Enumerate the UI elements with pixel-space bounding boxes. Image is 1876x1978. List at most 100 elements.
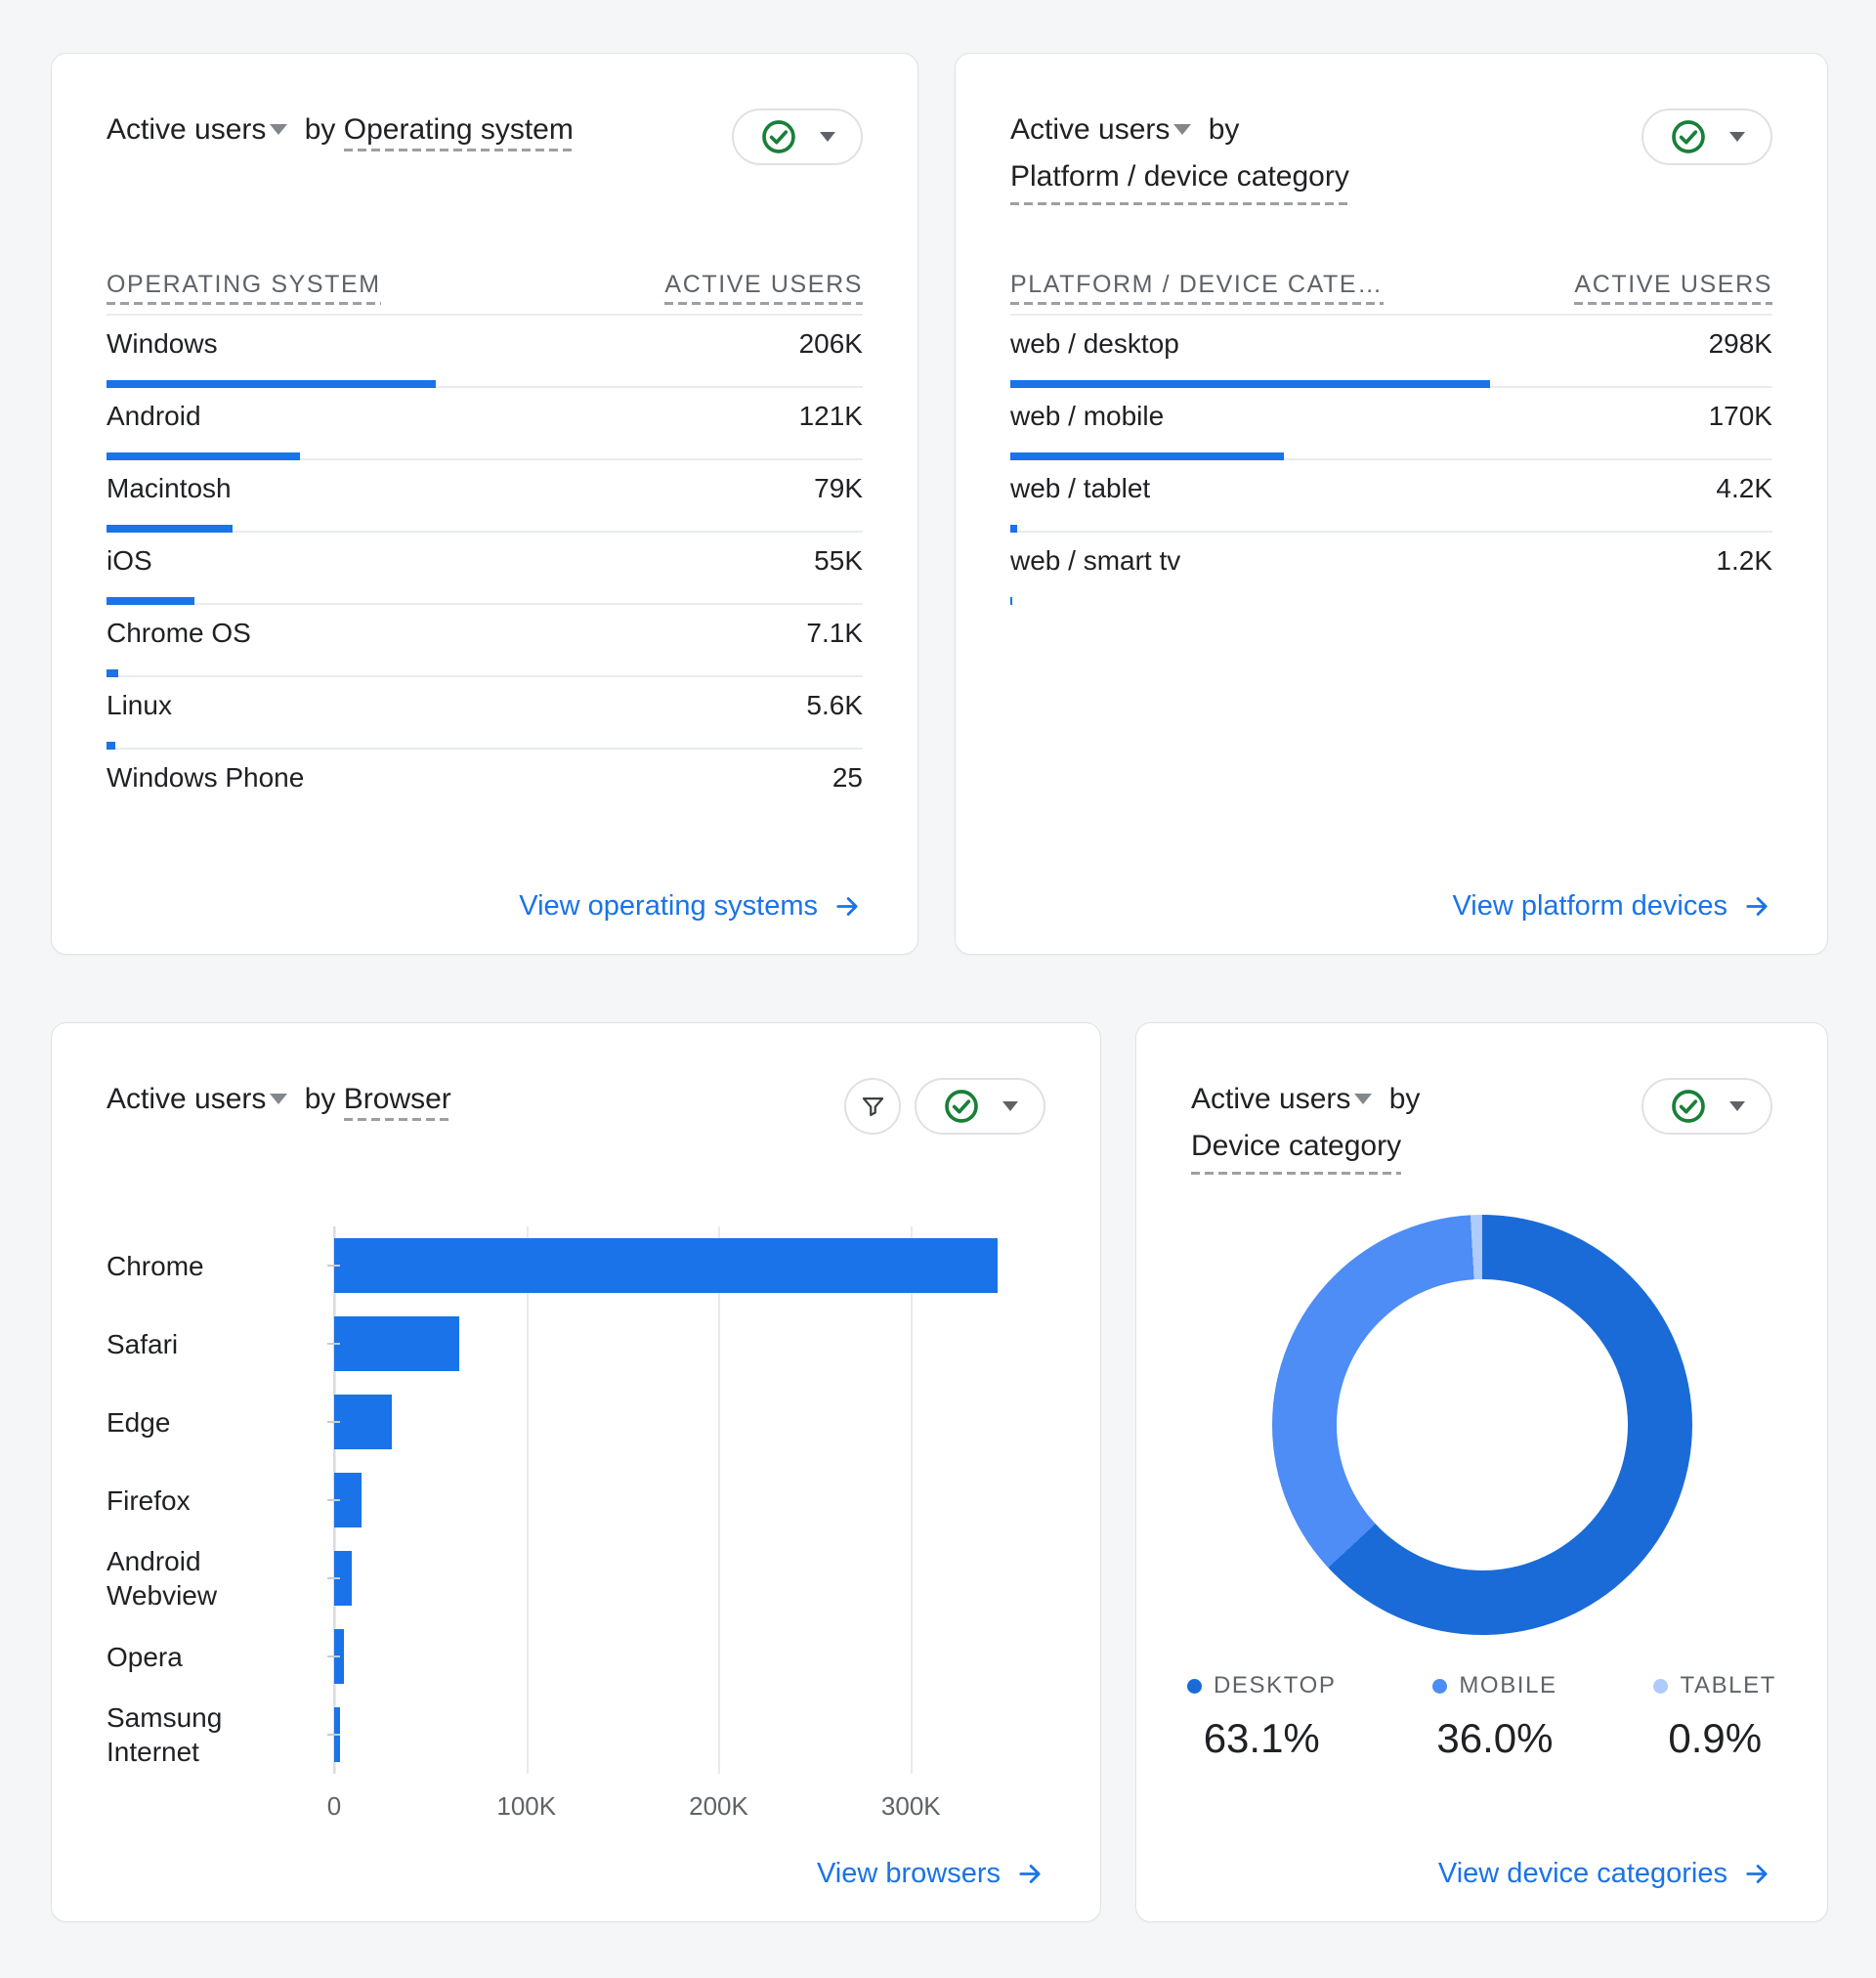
view-operating-systems-link[interactable]: View operating systems: [519, 890, 863, 923]
row-bar-android: [107, 452, 300, 460]
table-row: web / tablet 4.2K: [1010, 460, 1772, 533]
table-row-line: Windows Phone 25: [107, 750, 863, 794]
table-row: iOS 55K: [107, 533, 863, 605]
row-value: 79K: [814, 473, 863, 503]
table-row: web / mobile 170K: [1010, 388, 1772, 460]
donut-legend: DESKTOP 63.1% MOBILE 36.0% TABLET 0.9%: [1187, 1672, 1776, 1762]
gridline-200K: [718, 1226, 721, 1774]
table-row-line: Android 121K: [107, 388, 863, 432]
metric-selector[interactable]: Active users: [1191, 1083, 1381, 1115]
axis-tick: [327, 1265, 340, 1267]
card-header: Active users by Browser: [52, 1023, 1100, 1135]
row-value: 5.6K: [806, 690, 863, 720]
column-header-dimension: PLATFORM / DEVICE CATE…: [1010, 271, 1384, 305]
card-title: Active users by Browser: [107, 1076, 451, 1122]
row-label: web / tablet: [1010, 473, 1151, 503]
view-browsers-link[interactable]: View browsers: [817, 1858, 1045, 1890]
table-row-line: web / tablet 4.2K: [1010, 460, 1772, 504]
category-label-opera: Opera: [107, 1641, 183, 1672]
gridline-300K: [911, 1226, 914, 1774]
link-label: View browsers: [816, 1858, 1001, 1889]
card-title: Active users by Operating system: [107, 107, 574, 152]
check-circle-icon: [1672, 120, 1705, 153]
row-label: web / mobile: [1010, 401, 1165, 431]
bar-android-webview: [334, 1551, 352, 1606]
metric-selector[interactable]: Active users: [1010, 113, 1200, 146]
card-active-users-by-device-category: Active users by Device category DESKTOP 6…: [1135, 1022, 1828, 1922]
row-bar-linux: [107, 742, 116, 750]
card-actions: [1642, 1078, 1772, 1135]
arrow-forward-icon: [1746, 897, 1768, 916]
title-by: by: [304, 113, 336, 146]
row-value: 170K: [1708, 401, 1772, 431]
category-label-samsung-internet: Samsung Internet: [107, 1702, 223, 1767]
row-label: Macintosh: [107, 473, 232, 503]
x-tick-label-100K: 100K: [496, 1791, 557, 1821]
card-active-users-by-os: Active users by Operating system OPERATI…: [51, 53, 918, 955]
legend-label-row: TABLET: [1653, 1672, 1776, 1699]
row-label: Windows: [107, 328, 218, 359]
caret-down-icon: [270, 1094, 288, 1104]
table-row-line: Linux 5.6K: [107, 677, 863, 721]
row-separator: [107, 603, 863, 605]
check-circle-icon: [945, 1090, 978, 1123]
data-quality-menu-button[interactable]: [1642, 1078, 1772, 1135]
dimension-label[interactable]: Browser: [343, 1083, 451, 1121]
dimension-label[interactable]: Operating system: [343, 113, 574, 151]
dimension-label[interactable]: Platform / device category: [1010, 153, 1349, 205]
row-bar-web-tablet: [1010, 525, 1017, 533]
dimension-label[interactable]: Device category: [1191, 1123, 1402, 1175]
card-title: Active users by Platform / device catego…: [1010, 107, 1349, 205]
row-value: 25: [831, 762, 863, 793]
arrow-forward-icon: [1019, 1865, 1041, 1883]
legend-percent: 63.1%: [1203, 1715, 1320, 1761]
card-active-users-by-browser: Active users by Browser Chrome Safari Edge…: [51, 1022, 1101, 1922]
platform-table: PLATFORM / DEVICE CATE… ACTIVE USERS web…: [1010, 271, 1772, 605]
arrow-forward-icon: [1746, 1865, 1768, 1883]
legend-percent: 36.0%: [1436, 1715, 1554, 1761]
row-bar-windows: [107, 380, 436, 388]
check-circle-icon: [762, 120, 795, 153]
table-row: Linux 5.6K: [107, 677, 863, 750]
filter-button[interactable]: [844, 1078, 901, 1135]
row-separator: [1010, 531, 1772, 533]
card-actions: [1642, 108, 1772, 165]
link-label: View platform devices: [1452, 890, 1727, 922]
table-body: Windows 206K Android 121K Macintosh 79K iOS 55K…: [107, 316, 863, 822]
caret-down-icon: [1729, 132, 1745, 142]
row-value: 206K: [798, 328, 863, 359]
device-category-donut-chart: [1271, 1215, 1692, 1635]
table-header: OPERATING SYSTEM ACTIVE USERS: [107, 271, 863, 316]
card-title: Active users by Device category: [1191, 1076, 1420, 1175]
bar-edge: [334, 1395, 393, 1449]
row-value: 4.2K: [1716, 473, 1772, 503]
legend-item-tablet: TABLET 0.9%: [1653, 1672, 1776, 1762]
plot-area: [333, 1226, 1045, 1774]
row-label: Chrome OS: [107, 618, 251, 648]
metric-label: Active users: [107, 1083, 267, 1115]
view-platform-devices-link[interactable]: View platform devices: [1452, 890, 1772, 923]
axis-tick: [327, 1577, 340, 1579]
category-label-chrome: Chrome: [107, 1250, 204, 1281]
caret-down-icon: [1173, 124, 1192, 135]
link-label: View device categories: [1437, 1858, 1727, 1889]
data-quality-menu-button[interactable]: [915, 1078, 1045, 1135]
table-body: web / desktop 298K web / mobile 170K web / t…: [1010, 316, 1772, 605]
metric-label: Active users: [1191, 1083, 1351, 1115]
row-value: 298K: [1708, 328, 1772, 359]
data-quality-menu-button[interactable]: [1642, 108, 1772, 165]
table-row-line: Macintosh 79K: [107, 460, 863, 504]
legend-label: TABLET: [1680, 1672, 1776, 1698]
category-label-edge: Edge: [107, 1406, 171, 1438]
column-header-metric: ACTIVE USERS: [1574, 271, 1772, 305]
metric-selector[interactable]: Active users: [107, 1083, 296, 1115]
metric-label: Active users: [1010, 113, 1171, 146]
data-quality-menu-button[interactable]: [732, 108, 863, 165]
row-separator: [107, 531, 863, 533]
metric-selector[interactable]: Active users: [107, 113, 296, 146]
card-actions: [732, 108, 863, 165]
legend-item-desktop: DESKTOP 63.1%: [1187, 1672, 1336, 1762]
view-device-categories-link[interactable]: View device categories: [1438, 1858, 1772, 1890]
card-active-users-by-platform: Active users by Platform / device catego…: [955, 53, 1828, 955]
